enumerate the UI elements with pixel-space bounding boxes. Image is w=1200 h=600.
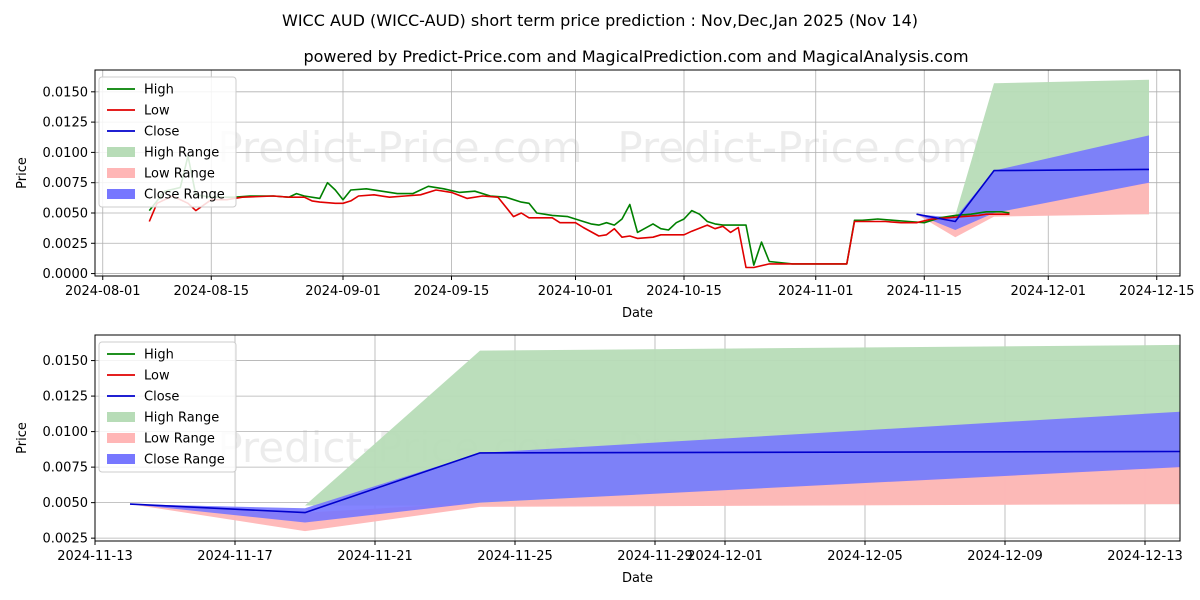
close-series-line (129, 450, 1180, 514)
legend-label: Close (144, 125, 179, 140)
plot-frame (94, 69, 1181, 277)
x-tick-label: 2024-12-13 (1107, 549, 1183, 564)
x-tick-label: 2024-12-15 (1119, 284, 1195, 299)
x-tick-label: 2024-09-01 (305, 284, 381, 299)
y-tick-label: 0.0150 (43, 85, 89, 100)
legend-label: Low (144, 104, 170, 119)
y-tick-label: 0.0050 (43, 206, 89, 221)
low-range-band (916, 181, 1149, 238)
y-axis-label: Price (15, 157, 30, 189)
chart-subtitle: powered by Predict-Price.com and Magical… (303, 47, 968, 66)
y-tick-label: 0.0100 (43, 146, 89, 161)
legend-swatch-high-range (107, 412, 135, 422)
legend-swatch-low-range (107, 168, 135, 178)
legend-label: Low Range (144, 167, 215, 182)
plot-frame (94, 334, 1181, 542)
watermark-text: Predict-Price.com (617, 123, 982, 172)
low-range-band (130, 465, 1180, 532)
x-tick-label: 2024-12-09 (967, 549, 1043, 564)
legend-label: Close Range (144, 453, 225, 468)
x-tick-label: 2024-11-21 (337, 549, 413, 564)
y-tick-label: 0.0075 (43, 176, 89, 191)
x-tick-label: 2024-12-01 (687, 549, 763, 564)
x-tick-label: 2024-11-29 (617, 549, 693, 564)
legend-swatch-low-range (107, 433, 135, 443)
legend-label: Low Range (144, 432, 215, 447)
high-series-line (148, 155, 1010, 266)
y-tick-label: 0.0125 (43, 390, 89, 405)
x-tick-label: 2024-08-01 (65, 284, 141, 299)
y-tick-label: 0.0050 (43, 496, 89, 511)
legend-label: High Range (144, 146, 219, 161)
x-axis-label: Date (622, 306, 653, 321)
legend-label: High Range (144, 411, 219, 426)
legend-label: High (144, 83, 174, 98)
legend-swatch-high-range (107, 147, 135, 157)
y-tick-label: 0.0025 (43, 237, 89, 252)
x-tick-label: 2024-12-01 (1010, 284, 1086, 299)
chart-title: WICC AUD (WICC-AUD) short term price pre… (282, 11, 918, 30)
watermark-text: Predict-Price.com (217, 275, 582, 324)
close-range-band (916, 135, 1149, 230)
chart-panel-1: Predict-Price.com Predict-Price.com Predic… (15, 69, 1195, 324)
x-tick-label: 2024-09-15 (414, 284, 490, 299)
y-tick-label: 0.0125 (43, 116, 89, 131)
low-series-line (148, 189, 1010, 269)
x-tick-label: 2024-12-05 (827, 549, 903, 564)
x-tick-label: 2024-08-15 (173, 284, 249, 299)
x-tick-label: 2024-11-01 (778, 284, 854, 299)
close-series-line (916, 168, 1150, 223)
x-tick-label: 2024-10-01 (538, 284, 614, 299)
y-axis-label: Price (15, 422, 30, 454)
legend-label: Close (144, 390, 179, 405)
chart-panel-2: Predict-Price.comPredict-Price.com2024-1… (15, 334, 1183, 586)
legend: High Low Close High Range Low Range Close Ran… (98, 76, 237, 208)
legend-label: Close Range (144, 188, 225, 203)
close-range-band (130, 411, 1180, 523)
x-tick-label: 2024-11-15 (886, 284, 962, 299)
x-tick-label: 2024-10-15 (646, 284, 722, 299)
y-tick-label: 0.0025 (43, 532, 89, 547)
watermark-text: Predict-Price.com (217, 123, 582, 172)
y-tick-label: 0.0150 (43, 354, 89, 369)
legend-label: High (144, 348, 174, 363)
y-tick-label: 0.0075 (43, 461, 89, 476)
legend-label: Low (144, 369, 170, 384)
x-tick-label: 2024-11-25 (477, 549, 553, 564)
y-tick-label: 0.0000 (43, 267, 89, 282)
legend-swatch-close-range (107, 189, 135, 199)
legend: High Low Close High Range Low Range Close Ran… (98, 341, 237, 473)
x-tick-label: 2024-11-13 (57, 549, 133, 564)
x-tick-label: 2024-11-17 (197, 549, 273, 564)
watermark-text: Predict-Price.com (617, 275, 982, 324)
y-tick-label: 0.0100 (43, 425, 89, 440)
legend-swatch-close-range (107, 454, 135, 464)
x-axis-label: Date (622, 571, 653, 586)
